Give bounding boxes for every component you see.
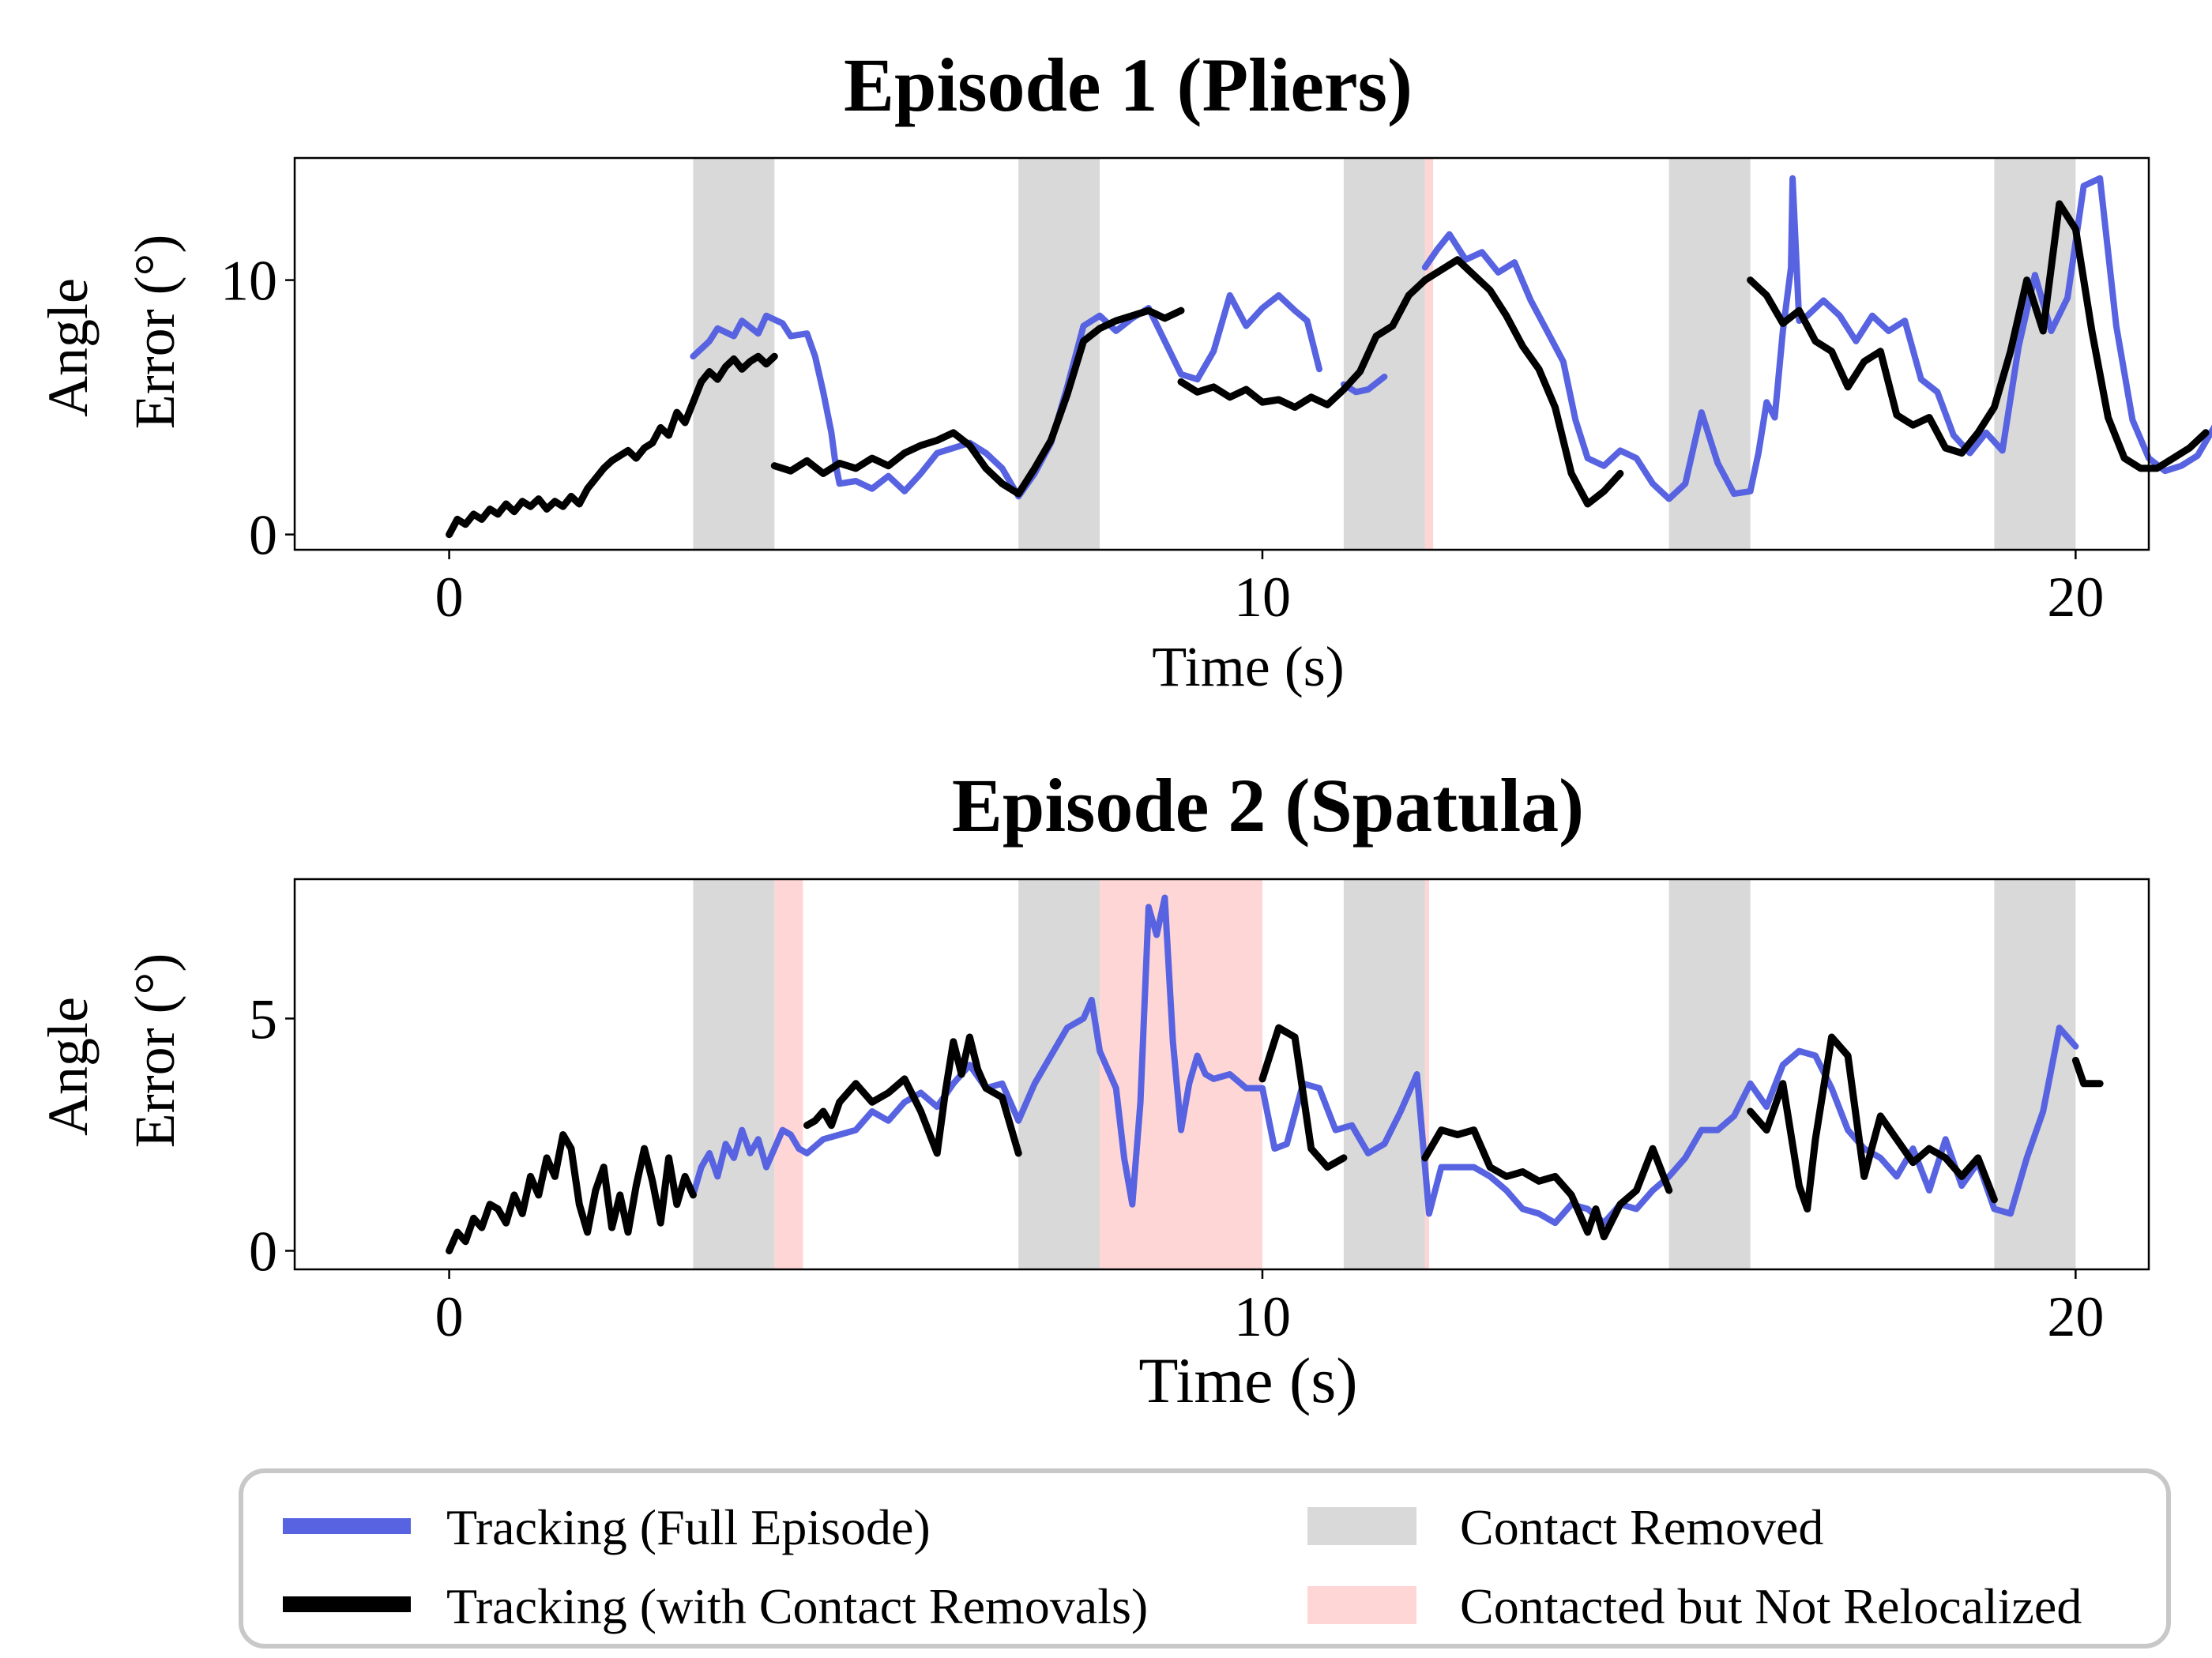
- legend-item-removed: Contact Removed: [1307, 1499, 1823, 1555]
- not-relocalized-span: [1424, 158, 1434, 550]
- x-tick-label: 0: [435, 566, 464, 629]
- contact-removed-span: [693, 158, 775, 550]
- x-tick-label: 20: [2047, 1285, 2104, 1348]
- legend-patch-swatch: [1307, 1586, 1416, 1624]
- full-episode-tracking-line: [1421, 175, 2212, 502]
- contact-removal-tracking-line: [803, 1033, 1022, 1157]
- legend: Tracking (Full Episode) Tracking (with C…: [239, 1468, 2171, 1649]
- not-relocalized-span: [774, 879, 803, 1269]
- series-lines: [446, 894, 2104, 1254]
- contact-removal-tracking-line: [446, 352, 778, 539]
- y-axis-label-line-2: Error (°): [123, 953, 186, 1149]
- legend-label: Contacted but Not Relocalized: [1460, 1578, 2082, 1634]
- full-episode-tracking-line: [1340, 374, 1388, 396]
- legend-item-contact: Tracking (with Contact Removals): [283, 1578, 1148, 1634]
- x-axis-label: Time (s): [1152, 635, 1344, 698]
- shaded-spans: [693, 879, 2076, 1269]
- y-tick-label: 5: [249, 987, 277, 1051]
- plot-frame: [293, 878, 2150, 1271]
- chart-title: Episode 1 (Pliers): [844, 43, 1413, 127]
- contact-removed-span: [693, 879, 775, 1269]
- full-episode-tracking-line: [690, 894, 2079, 1227]
- contact-removed-span: [1994, 879, 2076, 1269]
- y-tick-label: 0: [249, 504, 277, 567]
- x-tick-label: 10: [1234, 566, 1291, 629]
- episode-1-panel: Episode 1 (Pliers) 0 10 20 0 10 Time (s) Ang…: [36, 43, 2212, 698]
- legend-label: Tracking (Full Episode): [446, 1499, 931, 1555]
- plot-frame: [293, 156, 2150, 551]
- contact-removal-tracking-line: [1747, 1033, 1998, 1212]
- not-relocalized-span: [1100, 879, 1262, 1269]
- y-axis-label-line-1: Angle: [36, 278, 100, 417]
- y-axis-label-line-2: Error (°): [123, 235, 186, 430]
- contact-removal-tracking-line: [1177, 256, 1624, 508]
- legend-label: Tracking (with Contact Removals): [446, 1578, 1148, 1634]
- contact-removal-tracking-line: [446, 1131, 697, 1254]
- chart-title: Episode 2 (Spatula): [952, 763, 1584, 848]
- contact-removal-tracking-line: [1258, 1024, 1348, 1171]
- y-tick-label: 0: [249, 1220, 277, 1283]
- contact-removed-span: [1018, 158, 1100, 550]
- contact-removed-span: [1343, 158, 1425, 550]
- x-tick-label: 10: [1234, 1285, 1291, 1348]
- tick-labels: 0 10 20 0 5: [249, 987, 2104, 1348]
- legend-item-not-relocalized: Contacted but Not Relocalized: [1307, 1578, 2082, 1634]
- x-tick-label: 20: [2047, 566, 2104, 629]
- not-relocalized-span: [1424, 879, 1429, 1269]
- y-axis-label-line-1: Angle: [36, 997, 100, 1136]
- y-axis-label: Angle Error (°): [36, 235, 186, 430]
- contact-removed-span: [1343, 879, 1425, 1269]
- legend-patch-swatch: [1307, 1507, 1416, 1545]
- y-axis-label: Angle Error (°): [36, 953, 186, 1149]
- y-tick-label: 10: [220, 250, 277, 313]
- contact-removed-span: [1018, 879, 1100, 1269]
- contact-removal-tracking-line: [770, 306, 1185, 498]
- x-tick-label: 0: [435, 1285, 464, 1348]
- contact-removed-span: [1668, 879, 1751, 1269]
- contact-removal-tracking-line: [1747, 200, 2210, 472]
- legend-box: [239, 1468, 2171, 1649]
- contact-removal-tracking-line: [2071, 1056, 2104, 1088]
- shaded-spans: [693, 158, 2076, 550]
- legend-label: Contact Removed: [1460, 1499, 1823, 1555]
- tick-labels: 0 10 20 0 10: [220, 250, 2104, 629]
- x-axis-label: Time (s): [1138, 1344, 1357, 1416]
- contact-removal-tracking-line: [1421, 1126, 1673, 1241]
- legend-item-full: Tracking (Full Episode): [283, 1499, 931, 1555]
- series-lines: [446, 175, 2212, 539]
- episode-2-panel: Episode 2 (Spatula) 0 10 20 0 5 Time (s) Ang…: [36, 763, 2150, 1416]
